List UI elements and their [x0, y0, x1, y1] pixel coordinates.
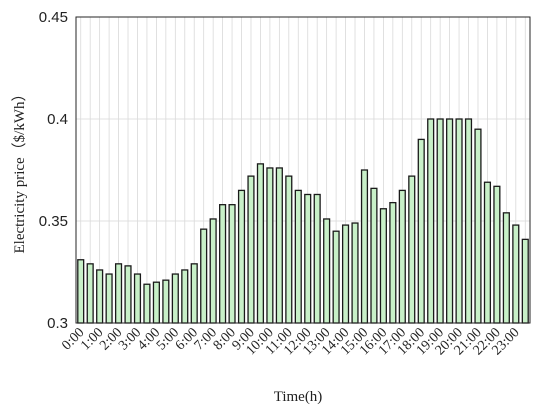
bar — [360, 169, 369, 324]
bar — [408, 175, 416, 324]
bar — [370, 187, 378, 324]
bars-layer — [77, 118, 529, 324]
y-tick-labels: 0.3 0.35 0.4 0.45 — [39, 9, 68, 332]
x-tick-labels: 0:001:002:003:004:005:006:007:008:009:00… — [59, 325, 522, 358]
bar — [181, 269, 189, 324]
bar — [323, 218, 331, 324]
y-tick-label: 0.4 — [47, 111, 68, 128]
bar — [171, 273, 179, 324]
bar — [162, 279, 170, 324]
bar — [200, 228, 208, 324]
bar — [294, 189, 302, 324]
bar — [464, 118, 473, 324]
bar — [96, 269, 104, 324]
bar — [521, 238, 529, 324]
bar — [313, 193, 321, 324]
bar — [341, 224, 350, 324]
bar — [219, 204, 227, 324]
y-axis-label: Electricity price（$/kWh） — [11, 86, 28, 253]
y-tick-label: 0.45 — [39, 9, 68, 26]
bar — [228, 204, 236, 324]
bar — [455, 118, 463, 324]
bar — [436, 118, 444, 324]
bar — [502, 212, 510, 324]
bar — [389, 201, 397, 324]
bar — [446, 118, 454, 324]
bar — [512, 224, 520, 324]
bar — [190, 263, 198, 324]
bar — [351, 222, 359, 324]
bar — [237, 189, 246, 324]
bar — [209, 218, 217, 324]
bar — [266, 167, 274, 324]
bar — [427, 118, 435, 324]
bar — [133, 273, 142, 324]
bar — [483, 181, 492, 324]
y-tick-label: 0.35 — [39, 213, 68, 230]
bar — [304, 193, 312, 324]
bar — [256, 163, 265, 324]
bar — [417, 138, 425, 324]
y-tick-label: 0.3 — [47, 315, 68, 332]
bar — [77, 259, 85, 324]
bar — [474, 128, 482, 324]
bar — [105, 273, 113, 324]
x-axis-label: Time(h) — [274, 389, 323, 405]
bar — [275, 167, 283, 324]
bar — [285, 175, 293, 324]
bar — [114, 263, 123, 324]
bar — [398, 189, 406, 324]
bar — [379, 208, 387, 324]
bar — [124, 265, 132, 324]
bar — [143, 283, 151, 324]
bar — [493, 185, 501, 324]
plot-frame — [75, 16, 531, 324]
bar — [152, 281, 160, 324]
bar — [86, 263, 94, 324]
bar — [332, 230, 340, 324]
bar — [247, 175, 255, 324]
